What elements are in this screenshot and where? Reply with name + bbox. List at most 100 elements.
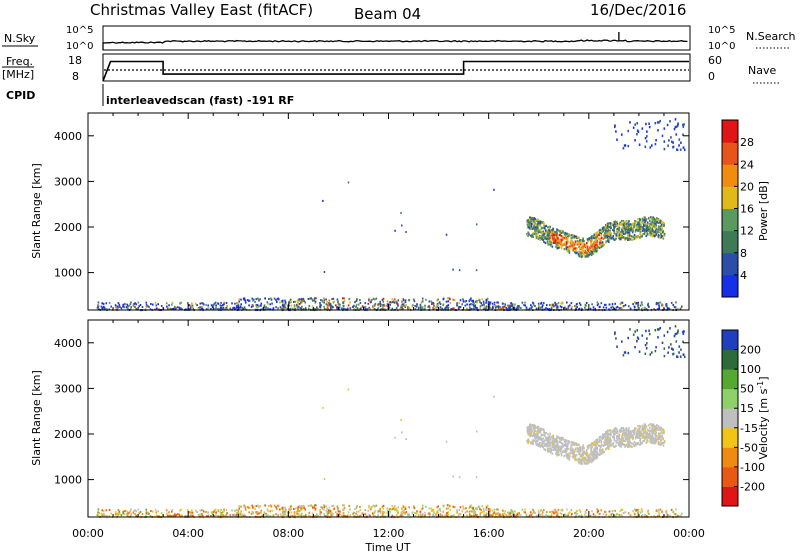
power-cell [294, 300, 296, 303]
velocity-cell [97, 515, 100, 518]
velocity-cell [582, 452, 584, 455]
power-cell [493, 301, 496, 304]
power-cell [386, 303, 389, 306]
power-cell [632, 223, 634, 226]
power-cell [539, 236, 541, 239]
velocity-cell [547, 450, 550, 453]
power-cell [481, 304, 483, 307]
power-cell [641, 222, 644, 225]
power-cell [614, 125, 616, 129]
power-cell [343, 308, 346, 311]
power-cell [579, 251, 582, 254]
power-cell [636, 229, 639, 232]
velocity-cell [552, 510, 554, 513]
power-cell [302, 297, 304, 300]
power-cell [623, 222, 626, 225]
power-cell [374, 298, 376, 301]
velocity-cell [284, 506, 286, 509]
power-cell [554, 231, 556, 234]
power-cell [636, 129, 639, 132]
power-cell [349, 307, 352, 310]
velocity-cell [630, 431, 633, 434]
velocity-cell [573, 443, 576, 447]
power-cell [347, 307, 349, 310]
power-colorbar-tick-label: 4 [740, 269, 747, 282]
velocity-cell [538, 511, 540, 514]
velocity-cell [644, 431, 647, 434]
power-cell [155, 307, 158, 310]
power-cell [379, 300, 381, 303]
power-cell [535, 228, 538, 231]
power-cell [266, 307, 268, 310]
velocity-cell [244, 506, 247, 509]
power-cell [657, 221, 659, 224]
power-cell [339, 303, 341, 306]
velocity-cell [632, 436, 634, 440]
velocity-cell [531, 434, 534, 437]
velocity-cell [549, 450, 551, 453]
power-cell [213, 302, 216, 305]
velocity-cell [199, 513, 201, 516]
velocity-cell [319, 512, 321, 515]
velocity-cell [543, 433, 546, 436]
power-cell [654, 142, 657, 146]
power-cell [309, 297, 311, 300]
velocity-cell [630, 442, 633, 445]
power-cell [521, 301, 524, 304]
velocity-cell [368, 504, 370, 507]
power-cell [187, 302, 189, 305]
power-cell [273, 297, 276, 300]
velocity-cell [534, 429, 536, 433]
power-cell [219, 304, 222, 307]
velocity-cell [627, 438, 630, 441]
velocity-cell [576, 513, 578, 516]
power-cell [641, 229, 644, 232]
power-cell [660, 233, 662, 236]
velocity-cell [445, 513, 447, 516]
velocity-cell [379, 509, 382, 512]
power-cell [585, 250, 587, 254]
power-cell [393, 298, 396, 301]
velocity-cell [593, 448, 595, 451]
velocity-cell [529, 428, 531, 431]
power-cell [641, 218, 644, 221]
power-cell [235, 306, 238, 309]
velocity-cell [547, 448, 550, 451]
power-cell [282, 307, 285, 310]
velocity-cell [405, 438, 407, 440]
velocity-cell [205, 510, 207, 513]
velocity-cell [586, 460, 588, 463]
power-cell [511, 307, 514, 310]
velocity-cell [663, 441, 666, 444]
nave-tick-top: 60 [708, 54, 722, 67]
velocity-cell [435, 514, 437, 516]
velocity-cell [529, 431, 531, 434]
velocity-cell [633, 431, 636, 434]
velocity-cell [328, 509, 330, 512]
velocity-cell [394, 436, 396, 439]
velocity-cell [658, 443, 660, 446]
power-cell [102, 305, 105, 308]
velocity-cell [637, 425, 639, 428]
velocity-cell [235, 515, 237, 517]
power-cell [591, 247, 593, 250]
power-cell [108, 301, 111, 304]
power-cell [213, 308, 216, 311]
power-cell [525, 306, 528, 309]
velocity-cell [530, 514, 533, 517]
velocity-cell [294, 507, 296, 510]
velocity-cell [155, 511, 158, 514]
velocity-cell [400, 514, 402, 517]
power-cell [520, 306, 522, 309]
velocity-cell [430, 507, 432, 510]
velocity-cell [651, 432, 654, 435]
power-cell [619, 221, 621, 224]
power-cell [642, 233, 644, 236]
velocity-cell [544, 448, 547, 452]
power-cell [566, 246, 568, 249]
velocity-cell [650, 439, 653, 442]
noise-left-tick-bottom: 10^0 [66, 41, 93, 52]
velocity-cell [442, 510, 445, 513]
power-cell [488, 307, 491, 310]
velocity-cell [581, 455, 584, 458]
